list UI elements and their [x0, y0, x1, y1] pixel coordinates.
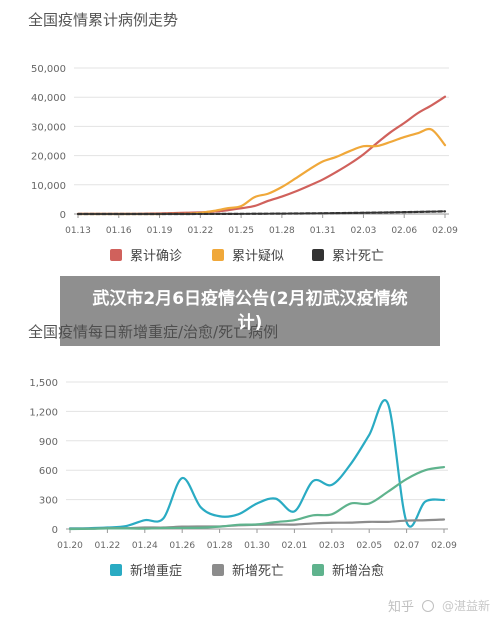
series-line: [68, 465, 446, 531]
x-tick-label: 01.13: [65, 226, 91, 236]
x-tick-label: 01.19: [147, 226, 173, 236]
x-tick-label: 01.31: [310, 226, 336, 236]
legend-swatch: [312, 564, 324, 576]
x-tick-label: 01.24: [132, 541, 158, 551]
chart-title: 全国疫情累计病例走势: [28, 11, 178, 29]
legend-label: 累计死亡: [332, 249, 384, 264]
x-tick-label: 01.28: [269, 226, 295, 236]
legend-label: 累计疑似: [232, 248, 284, 264]
x-tick-label: 01.16: [106, 226, 132, 236]
author-avatar-icon: [421, 599, 434, 612]
y-tick-label: 30,000: [31, 122, 66, 133]
x-tick-label: 02.05: [356, 541, 382, 551]
article-title-overlay[interactable]: 武汉市2月6日疫情公告(2月初武汉疫情统计): [60, 276, 440, 346]
y-tick-label: 0: [52, 525, 58, 536]
x-tick-label: 02.09: [431, 541, 457, 551]
legend-swatch: [110, 249, 122, 261]
watermark: 知乎 @湛益新: [388, 596, 490, 615]
daily-new-cases-chart: 全国疫情每日新增重症/治愈/死亡病例03006009001,2001,50001…: [28, 323, 457, 579]
x-tick-label: 02.01: [282, 541, 308, 551]
x-tick-label: 01.30: [244, 541, 270, 551]
y-tick-label: 1,200: [29, 407, 58, 418]
y-tick-label: 300: [39, 496, 58, 507]
x-tick-label: 01.20: [57, 541, 83, 551]
watermark-author: @湛益新: [441, 599, 490, 613]
zhihu-logo: 知乎: [387, 600, 414, 615]
x-tick-label: 01.22: [95, 541, 121, 551]
x-tick-label: 02.07: [394, 541, 420, 551]
x-tick-label: 01.22: [187, 226, 213, 236]
y-tick-label: 20,000: [31, 152, 66, 163]
x-tick-label: 02.03: [319, 541, 345, 551]
legend-swatch: [312, 249, 324, 261]
y-tick-label: 1,500: [29, 378, 58, 389]
x-tick-label: 01.26: [169, 541, 195, 551]
legend-label: 新增重症: [130, 563, 182, 579]
series-line: [76, 210, 447, 216]
x-tick-label: 01.28: [207, 541, 233, 551]
series-line: [68, 399, 446, 530]
y-tick-label: 900: [39, 437, 58, 448]
x-tick-label: 02.09: [432, 226, 458, 236]
legend-swatch: [212, 564, 224, 576]
cumulative-cases-chart: 全国疫情累计病例走势 0 10,000 20,000 30,000 40,000 50,00…: [28, 11, 458, 264]
y-tick-label: 0: [60, 210, 66, 221]
y-tick-label: 50,000: [31, 64, 66, 75]
legend-swatch: [212, 249, 224, 261]
x-tick-label: 01.25: [228, 226, 254, 236]
article-title: 武汉市2月6日疫情公告(2月初武汉疫情统计): [92, 289, 408, 333]
y-tick-label: 10,000: [31, 181, 66, 192]
y-tick-label: 600: [39, 466, 58, 477]
x-tick-label: 02.06: [391, 226, 417, 236]
y-tick-label: 40,000: [31, 93, 66, 104]
legend-label: 新增治愈: [332, 563, 384, 579]
x-tick-label: 02.03: [351, 226, 377, 236]
series-line: [76, 127, 447, 216]
legend-label: 累计确诊: [130, 249, 182, 264]
legend-swatch: [110, 564, 122, 576]
legend-label: 新增死亡: [232, 563, 284, 579]
